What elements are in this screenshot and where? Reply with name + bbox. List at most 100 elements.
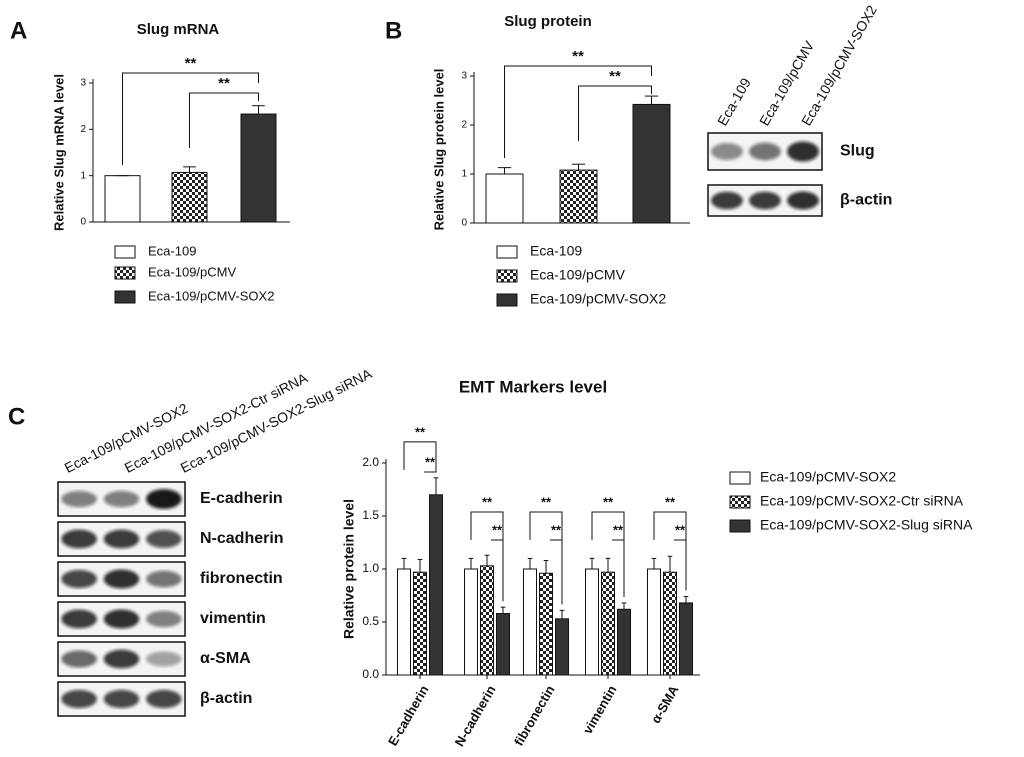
x-tick-label: vimentin: [580, 683, 620, 737]
band-label: fibronectin: [200, 570, 283, 587]
error-bar: [401, 557, 407, 569]
legend-label: Eca-109/pCMV-SOX2: [530, 291, 666, 307]
bar: [496, 613, 510, 676]
bar: [663, 571, 677, 676]
blot-band: [711, 143, 743, 160]
error-bar: [589, 557, 595, 569]
band-label: Slug: [840, 143, 875, 160]
blot-band: [711, 191, 743, 210]
y-tick-label: 3: [80, 78, 86, 89]
legend-label: Eca-109/pCMV: [530, 267, 626, 283]
band-label: β-actin: [840, 192, 892, 209]
legend-label: Eca-109/pCMV-SOX2: [760, 469, 896, 485]
panel-letter: B: [385, 17, 402, 44]
bar: [523, 568, 537, 676]
error-bar: [559, 609, 565, 619]
significance-bracket: [674, 539, 687, 591]
legend-label: Eca-109/pCMV-SOX2-Ctr siRNA: [760, 493, 964, 509]
legend-swatch: [729, 519, 751, 533]
legend-swatch: [114, 245, 136, 259]
y-tick-label: 2.0: [362, 455, 379, 469]
significance-label: **: [541, 494, 552, 509]
significance-label: **: [609, 68, 621, 85]
blot-band: [103, 569, 140, 589]
bar: [240, 113, 277, 223]
bar: [485, 173, 524, 224]
legend-label: Eca-109/pCMV-SOX2-Slug siRNA: [760, 517, 973, 533]
y-tick-label: 0: [80, 217, 86, 228]
significance-label: **: [482, 494, 493, 509]
bar: [539, 572, 553, 676]
error-bar: [605, 557, 611, 573]
error-bar: [683, 596, 689, 603]
error-bar: [500, 606, 506, 614]
bar: [679, 602, 693, 676]
blot-band: [61, 650, 97, 668]
bar: [413, 571, 427, 676]
significance-bracket: [612, 539, 625, 597]
y-tick-label: 2: [461, 120, 467, 131]
blot-band: [61, 609, 97, 629]
blot-band: [61, 490, 97, 508]
y-axis-label: Relative Slug protein level: [431, 69, 446, 231]
significance-label: **: [613, 522, 624, 537]
significance-label: **: [218, 75, 230, 92]
legend-swatch: [114, 290, 136, 304]
y-tick-label: 0.0: [362, 667, 379, 681]
legend-label: Eca-109: [148, 243, 196, 258]
error-bar: [468, 557, 474, 569]
blot-band: [787, 191, 819, 210]
bar: [559, 169, 598, 224]
x-tick-label: α-SMA: [648, 682, 682, 726]
error-bar: [621, 602, 627, 610]
significance-label: **: [492, 522, 503, 537]
x-tick-label: fibronectin: [511, 683, 558, 749]
band-label: β-actin: [200, 690, 252, 707]
bar: [429, 494, 443, 676]
error-bar: [252, 105, 265, 115]
bar: [480, 565, 494, 676]
error-bar: [497, 167, 512, 174]
error-bar: [183, 166, 196, 173]
significance-label: **: [675, 522, 686, 537]
panel-letter: C: [8, 403, 25, 430]
y-tick-label: 1: [80, 170, 86, 181]
y-tick-label: 1: [461, 169, 467, 180]
blot-band: [146, 610, 182, 628]
y-tick-label: 0: [461, 218, 467, 229]
y-tick-label: 1.5: [362, 508, 379, 522]
legend-swatch: [496, 245, 518, 259]
bar: [555, 618, 569, 676]
significance-bracket: [550, 539, 563, 605]
bar: [647, 568, 661, 676]
band-label: vimentin: [200, 610, 266, 627]
legend-label: Eca-109: [530, 243, 582, 259]
chart-title: Slug protein: [504, 13, 592, 30]
legend-label: Eca-109/pCMV: [148, 264, 236, 279]
blot-band: [103, 689, 140, 709]
lane-label: Eca-109: [714, 75, 754, 128]
y-tick-label: 2: [80, 124, 86, 135]
error-bar: [417, 558, 423, 573]
blot-band: [146, 570, 182, 588]
error-bar: [651, 557, 657, 569]
error-bar: [644, 95, 659, 105]
legend-swatch: [496, 293, 518, 307]
legend-swatch: [114, 266, 136, 280]
bar: [171, 171, 208, 223]
blot-band: [61, 529, 97, 549]
significance-bracket: [578, 85, 652, 141]
bar: [585, 568, 599, 676]
bar: [397, 568, 411, 676]
blot-band: [103, 529, 140, 549]
significance-label: **: [603, 494, 614, 509]
band-label: N-cadherin: [200, 530, 284, 547]
bar: [104, 175, 141, 223]
blot-band: [146, 651, 182, 667]
significance-label: **: [572, 48, 584, 65]
blot-band: [61, 569, 97, 589]
bar: [632, 103, 671, 224]
y-tick-label: 1.0: [362, 561, 379, 575]
band-label: E-cadherin: [200, 490, 283, 507]
